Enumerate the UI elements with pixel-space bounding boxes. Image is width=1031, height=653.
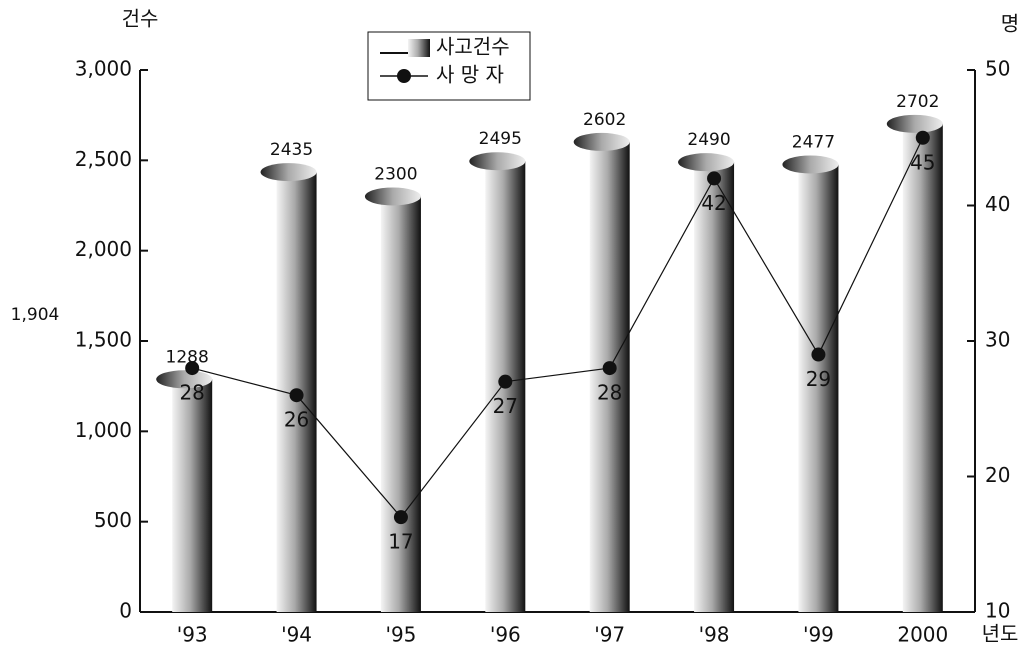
bar-cap [469, 152, 526, 171]
x-tick-label: '96 [490, 623, 521, 647]
x-tick-label: '95 [385, 623, 416, 647]
x-tick-label: '93 [177, 623, 208, 647]
bar-cap [364, 187, 421, 206]
y-axis-title: 건수 [122, 7, 159, 31]
annotation: 1,904 [11, 305, 60, 325]
line-value-label: 17 [388, 530, 413, 554]
legend-label: 사 망 자 [436, 63, 504, 87]
bar-value-label: 2490 [687, 130, 730, 150]
line-point [185, 361, 200, 376]
line [192, 137, 924, 519]
bar [380, 196, 421, 612]
legend-swatch [408, 39, 430, 57]
bar-cap [886, 114, 943, 133]
y-tick-label: 1,500 [75, 328, 132, 352]
line-value-label: 28 [597, 381, 622, 405]
y2-axis-title: 명 [1001, 12, 1019, 36]
line-value-label: 45 [910, 150, 935, 174]
line-point [393, 510, 408, 525]
x-tick-label: '94 [281, 623, 312, 647]
legend-marker [397, 69, 411, 83]
bar-value-label: 2477 [792, 132, 835, 152]
bar-value-label: 2495 [479, 129, 522, 149]
bar-value-label: 1288 [166, 347, 209, 367]
legend-box [367, 31, 531, 101]
y-tick-label: 2,500 [75, 147, 132, 171]
y2-tick-label: 50 [985, 57, 1010, 81]
line-value-label: 29 [806, 367, 831, 391]
line-value-label: 26 [284, 408, 309, 432]
y-tick-label: 0 [119, 599, 132, 623]
x-tick-label: '98 [699, 623, 730, 647]
bar [694, 162, 735, 612]
line-point [602, 361, 617, 376]
bar-cap [573, 132, 630, 151]
bar-cap [678, 153, 735, 172]
y2-tick-label: 40 [985, 192, 1010, 216]
legend-label: 사고건수 [436, 35, 510, 59]
bar [172, 379, 213, 612]
bar-value-label: 2300 [374, 164, 417, 184]
y2-tick-label: 10 [985, 599, 1010, 623]
y-tick-label: 3,000 [75, 57, 132, 81]
line-point [289, 388, 304, 403]
line-point [915, 130, 930, 145]
x-tick-label: 2000 [897, 623, 948, 647]
bar [902, 123, 943, 612]
line-point [811, 347, 826, 362]
y2-tick-label: 20 [985, 463, 1010, 487]
bar-value-label: 2602 [583, 110, 626, 130]
bar [589, 141, 630, 612]
bar-cap [260, 163, 317, 182]
line-point [498, 374, 513, 389]
bar-value-label: 2435 [270, 140, 313, 160]
bar-cap [782, 155, 839, 174]
bar-cap [156, 370, 213, 389]
y-tick-label: 2,000 [75, 237, 132, 261]
line-point [707, 171, 722, 186]
x-axis-title: 년도 [982, 622, 1019, 646]
x-tick-label: '97 [594, 623, 625, 647]
line-value-label: 42 [701, 191, 726, 215]
y-tick-label: 1,000 [75, 418, 132, 442]
bar [798, 164, 839, 613]
line-value-label: 28 [179, 381, 204, 405]
y2-tick-label: 30 [985, 328, 1010, 352]
bar-value-label: 2702 [896, 92, 939, 112]
line-value-label: 27 [493, 394, 518, 418]
y-tick-label: 500 [94, 508, 132, 532]
x-tick-label: '99 [803, 623, 834, 647]
